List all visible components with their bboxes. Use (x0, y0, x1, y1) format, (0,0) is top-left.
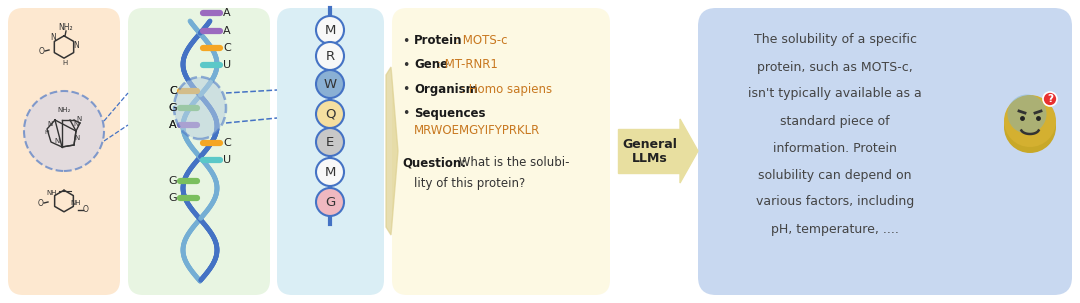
Text: Question:: Question: (402, 157, 467, 169)
Text: C: C (224, 138, 231, 148)
Text: W: W (323, 78, 337, 91)
Text: Q: Q (325, 108, 335, 121)
Text: N: N (73, 121, 79, 127)
Text: NH₂: NH₂ (58, 24, 73, 32)
Text: NH₂: NH₂ (57, 107, 70, 113)
Circle shape (316, 188, 345, 216)
Text: G: G (168, 103, 177, 113)
Circle shape (1043, 92, 1057, 106)
Text: : MOTS-c: : MOTS-c (455, 35, 508, 48)
Text: O: O (39, 46, 45, 55)
Text: MRWOEMGYIFYPRKLR: MRWOEMGYIFYPRKLR (414, 125, 540, 138)
Text: A: A (170, 120, 177, 130)
Polygon shape (680, 119, 698, 183)
Text: Sequences: Sequences (414, 106, 486, 119)
Circle shape (1008, 95, 1047, 134)
Text: A: A (224, 8, 231, 18)
Polygon shape (386, 67, 399, 235)
Text: E: E (326, 135, 334, 148)
Ellipse shape (174, 77, 226, 139)
Text: •: • (402, 58, 409, 72)
Polygon shape (618, 129, 680, 173)
Text: What is the solubi-: What is the solubi- (455, 157, 569, 169)
Circle shape (316, 128, 345, 156)
FancyBboxPatch shape (392, 8, 610, 295)
Text: N: N (75, 135, 80, 141)
Text: R: R (325, 49, 335, 62)
Text: various factors, including: various factors, including (756, 195, 914, 208)
Text: N: N (50, 34, 56, 42)
Circle shape (316, 16, 345, 44)
Circle shape (316, 158, 345, 186)
Text: G: G (168, 193, 177, 203)
Text: NH: NH (46, 190, 57, 196)
Text: protein, such as MOTS-c,: protein, such as MOTS-c, (757, 61, 913, 74)
Text: •: • (402, 82, 409, 95)
Text: ?: ? (1047, 94, 1053, 104)
Text: A: A (170, 120, 177, 130)
Circle shape (1004, 101, 1056, 153)
Text: : MT-RNR1: : MT-RNR1 (437, 58, 498, 72)
Text: H: H (63, 60, 68, 66)
Text: M: M (324, 24, 336, 36)
Text: U: U (222, 155, 231, 165)
Text: N: N (73, 41, 79, 49)
Text: G: G (325, 195, 335, 208)
Text: N: N (77, 116, 82, 122)
Circle shape (1004, 95, 1056, 147)
FancyBboxPatch shape (8, 8, 120, 295)
Text: standard piece of: standard piece of (780, 115, 890, 128)
Text: N: N (48, 121, 53, 127)
Text: O: O (38, 198, 44, 208)
Text: solubility can depend on: solubility can depend on (758, 168, 912, 181)
Text: A: A (224, 26, 231, 36)
Text: Organism: Organism (414, 82, 477, 95)
Circle shape (316, 100, 345, 128)
Text: •: • (402, 35, 409, 48)
Text: Protein: Protein (414, 35, 462, 48)
Circle shape (316, 42, 345, 70)
Text: C: C (224, 43, 231, 53)
Circle shape (24, 91, 104, 171)
Circle shape (316, 70, 345, 98)
FancyBboxPatch shape (698, 8, 1072, 295)
FancyBboxPatch shape (276, 8, 384, 295)
Text: Gene: Gene (414, 58, 448, 72)
Text: General: General (622, 138, 677, 151)
Text: :: : (467, 106, 471, 119)
Text: The solubility of a specific: The solubility of a specific (754, 34, 917, 46)
Text: : Homo sapiens: : Homo sapiens (461, 82, 552, 95)
Text: O: O (83, 205, 89, 215)
Text: C: C (170, 86, 177, 96)
Text: N: N (54, 138, 59, 144)
Text: pH, temperature, ....: pH, temperature, .... (771, 222, 899, 235)
Text: •: • (402, 106, 409, 119)
Text: H: H (44, 131, 50, 135)
Text: M: M (324, 165, 336, 178)
Text: NH: NH (71, 200, 81, 206)
FancyBboxPatch shape (129, 8, 270, 295)
Text: LLMs: LLMs (632, 152, 667, 165)
Text: lity of this protein?: lity of this protein? (414, 177, 525, 189)
Text: information. Protein: information. Protein (773, 142, 896, 155)
Text: G: G (168, 103, 177, 113)
Text: isn't typically available as a: isn't typically available as a (748, 88, 922, 101)
Text: G: G (168, 176, 177, 186)
Text: C: C (170, 86, 177, 96)
Text: U: U (222, 60, 231, 70)
